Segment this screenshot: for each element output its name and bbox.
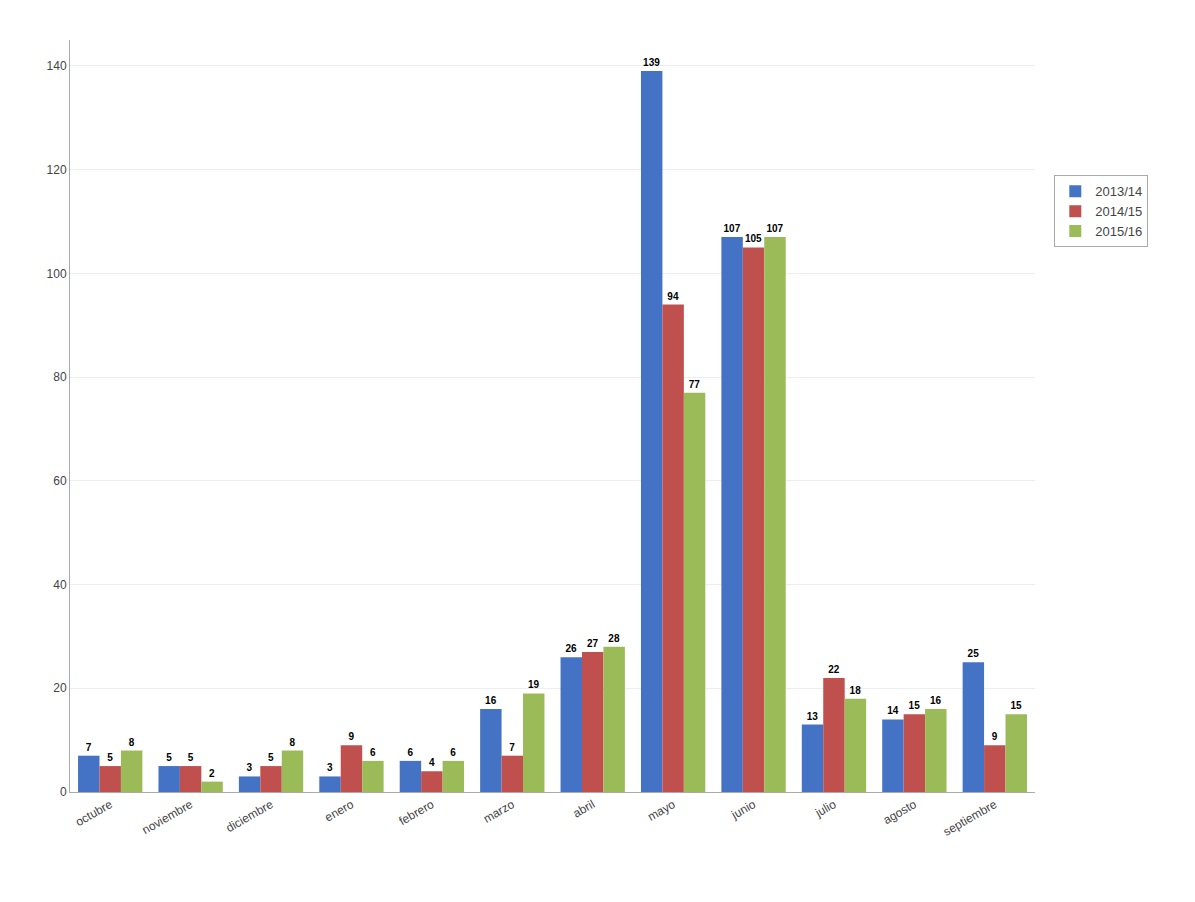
svg-text:2013/14: 2013/14	[1095, 184, 1142, 199]
svg-text:enero: enero	[322, 797, 356, 825]
svg-text:5: 5	[107, 752, 113, 763]
svg-text:19: 19	[528, 679, 540, 690]
svg-text:15: 15	[909, 700, 921, 711]
svg-text:7: 7	[509, 742, 515, 753]
svg-text:25: 25	[968, 648, 980, 659]
svg-text:18: 18	[850, 685, 862, 696]
svg-text:2014/15: 2014/15	[1095, 204, 1142, 219]
svg-text:septiembre: septiembre	[941, 797, 1000, 839]
svg-text:5: 5	[268, 752, 274, 763]
svg-text:120: 120	[47, 163, 67, 177]
svg-text:0: 0	[60, 785, 67, 799]
svg-text:febrero: febrero	[396, 797, 436, 828]
svg-text:105: 105	[745, 233, 762, 244]
svg-text:20: 20	[53, 681, 67, 695]
svg-text:marzo: marzo	[481, 797, 517, 826]
svg-text:26: 26	[565, 643, 577, 654]
svg-text:diciembre: diciembre	[223, 797, 275, 835]
svg-text:mayo: mayo	[645, 797, 678, 824]
svg-text:3: 3	[327, 762, 333, 773]
svg-text:6: 6	[450, 747, 456, 758]
svg-text:14: 14	[887, 705, 899, 716]
svg-text:27: 27	[587, 638, 599, 649]
svg-text:6: 6	[407, 747, 413, 758]
svg-text:9: 9	[348, 731, 354, 742]
svg-text:noviembre: noviembre	[140, 797, 196, 837]
svg-text:5: 5	[188, 752, 194, 763]
svg-text:13: 13	[807, 711, 819, 722]
svg-text:40: 40	[53, 578, 67, 592]
svg-text:94: 94	[667, 291, 679, 302]
svg-text:4: 4	[429, 757, 435, 768]
svg-text:107: 107	[724, 223, 741, 234]
svg-text:60: 60	[53, 474, 67, 488]
svg-text:agosto: agosto	[881, 797, 919, 827]
svg-text:5: 5	[166, 752, 172, 763]
svg-text:80: 80	[53, 370, 67, 384]
svg-text:139: 139	[643, 57, 660, 68]
svg-text:16: 16	[485, 695, 497, 706]
svg-text:8: 8	[129, 737, 135, 748]
svg-text:15: 15	[1010, 700, 1022, 711]
svg-text:2: 2	[209, 768, 215, 779]
svg-text:junio: junio	[728, 797, 758, 822]
svg-text:3: 3	[247, 762, 253, 773]
svg-text:2015/16: 2015/16	[1095, 224, 1142, 239]
svg-text:140: 140	[47, 59, 67, 73]
svg-text:77: 77	[689, 379, 701, 390]
svg-text:16: 16	[930, 695, 942, 706]
svg-text:julio: julio	[812, 797, 839, 820]
svg-text:100: 100	[47, 267, 67, 281]
svg-text:22: 22	[828, 664, 840, 675]
svg-text:8: 8	[289, 737, 295, 748]
svg-text:7: 7	[86, 742, 92, 753]
svg-text:28: 28	[608, 633, 620, 644]
svg-text:9: 9	[992, 731, 998, 742]
svg-text:6: 6	[370, 747, 376, 758]
svg-text:107: 107	[766, 223, 783, 234]
svg-text:octubre: octubre	[73, 797, 115, 829]
svg-text:abril: abril	[571, 797, 598, 820]
